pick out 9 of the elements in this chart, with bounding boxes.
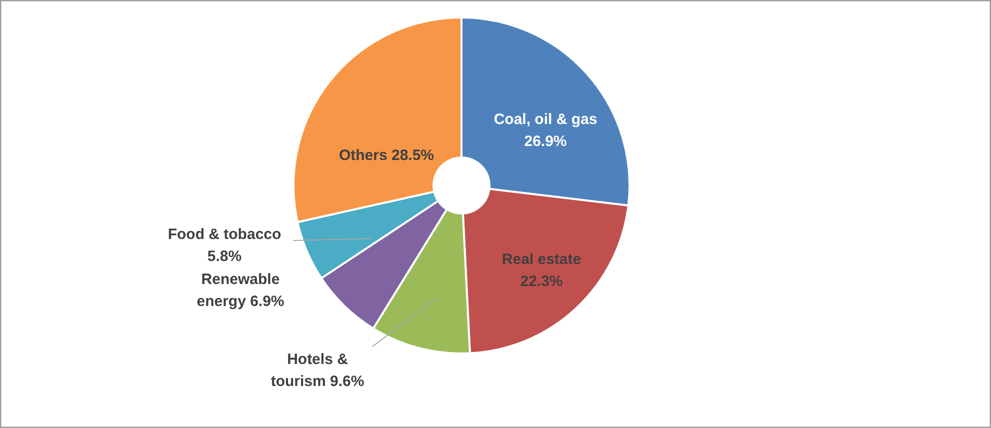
slice-label: Coal, oil & gas — [494, 110, 598, 128]
data-label: 26.9% — [524, 133, 567, 150]
slice-label: Food & tobacco — [168, 226, 282, 243]
slice-label: Real estate — [502, 250, 582, 268]
slice-label: Renewable energy 6.9% — [196, 270, 284, 310]
data-label: 22.3% — [520, 273, 563, 290]
slice-label: Hotels & tourism 9.6% — [270, 350, 364, 390]
data-label: 5.8% — [207, 248, 242, 266]
slice-label: Others 28.5% — [338, 147, 434, 164]
